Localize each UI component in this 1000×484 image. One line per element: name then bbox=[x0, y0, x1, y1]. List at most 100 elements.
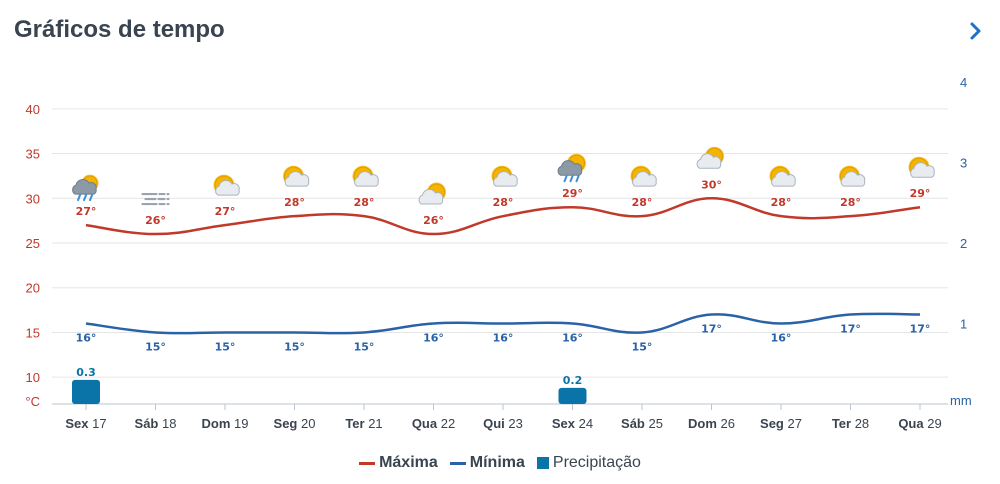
y-right-unit: mm bbox=[950, 393, 972, 408]
x-tick-label: Dom 19 bbox=[202, 416, 249, 431]
max-temp-label: 28° bbox=[632, 196, 653, 209]
x-tick-label: Sex 17 bbox=[65, 416, 106, 431]
min-temp-label: 15° bbox=[284, 340, 305, 353]
rain-drop bbox=[83, 194, 87, 202]
precipitation-bar bbox=[72, 379, 100, 404]
y-right-tick-label: 1 bbox=[960, 317, 967, 332]
cloud-shape bbox=[72, 179, 97, 195]
cloud-shape bbox=[632, 171, 657, 187]
partly-sunny-icon bbox=[491, 165, 518, 187]
max-temp-label: 28° bbox=[771, 196, 792, 209]
partly-sunny-icon bbox=[769, 165, 796, 187]
y-left-tick-label: 10 bbox=[26, 370, 40, 385]
legend-box-swatch bbox=[536, 457, 549, 469]
fog-icon bbox=[141, 192, 170, 206]
max-temp-label: 30° bbox=[701, 178, 722, 191]
x-tick-label: Qua 22 bbox=[412, 416, 455, 431]
min-temp-label: 16° bbox=[493, 332, 514, 345]
max-temp-label: 26° bbox=[145, 214, 166, 227]
min-temp-label: 17° bbox=[840, 323, 861, 336]
cloud-shape bbox=[840, 171, 866, 187]
x-tick-label: Qua 29 bbox=[898, 416, 941, 431]
rain-cloud-icon bbox=[72, 174, 99, 202]
sun-rain-icon bbox=[557, 153, 586, 183]
x-tick-label: Seg 27 bbox=[760, 416, 802, 431]
y-right-tick-label: 3 bbox=[960, 156, 967, 171]
legend-label: Mínima bbox=[469, 454, 525, 471]
precipitation-data-label: 0.3 bbox=[76, 366, 96, 379]
max-temp-label: 28° bbox=[284, 196, 305, 209]
cloud-shape bbox=[284, 171, 310, 187]
min-temp-label: 16° bbox=[771, 332, 792, 345]
chart-legend: Máxima Mínima Precipitação bbox=[0, 454, 1000, 472]
rain-drop bbox=[89, 194, 93, 202]
rain-drop bbox=[575, 175, 580, 183]
cloud-shape bbox=[557, 160, 583, 176]
partly-sunny-icon bbox=[213, 174, 240, 196]
rain-drop bbox=[569, 175, 574, 183]
max-temp-label: 29° bbox=[562, 187, 583, 200]
y-left-tick-label: 40 bbox=[26, 102, 40, 117]
min-temp-label: 16° bbox=[423, 332, 444, 345]
cloud-shape bbox=[771, 171, 796, 187]
rain-drop bbox=[563, 175, 568, 183]
max-temp-label: 28° bbox=[493, 196, 514, 209]
x-tick-label: Seg 20 bbox=[274, 416, 316, 431]
max-temp-label: 28° bbox=[840, 196, 861, 209]
partly-sunny-icon bbox=[630, 165, 657, 187]
weather-chart: 10 15 20 25 30 35 40 °C 1 2 3 4 mm Sex 17 Sáb 18 Dom 19… bbox=[25, 75, 972, 431]
min-temp-label: 15° bbox=[354, 340, 375, 353]
y-left-unit: °C bbox=[25, 394, 40, 409]
x-tick-label: Sáb 25 bbox=[621, 416, 663, 431]
cloud-shape bbox=[215, 180, 240, 196]
x-tick-label: Ter 21 bbox=[345, 416, 382, 431]
partly-sunny-icon bbox=[352, 165, 379, 187]
precipitation-bar bbox=[558, 387, 587, 404]
legend-line-swatch bbox=[359, 461, 376, 465]
cloud-shape bbox=[418, 189, 444, 205]
rain-drop bbox=[77, 194, 81, 202]
sun-behind-cloud-icon bbox=[418, 182, 446, 205]
cloud-shape bbox=[696, 153, 722, 169]
x-tick-label: Qui 23 bbox=[483, 416, 523, 431]
min-temp-label: 16° bbox=[76, 332, 97, 345]
x-tick-label: Sáb 18 bbox=[135, 416, 177, 431]
y-left-tick-label: 30 bbox=[26, 191, 40, 206]
max-temp-label: 29° bbox=[910, 187, 931, 200]
cloud-shape bbox=[493, 171, 518, 187]
max-temp-label: 28° bbox=[354, 196, 375, 209]
precipitation-data-label: 0.2 bbox=[563, 374, 583, 387]
x-tick-label: Sex 24 bbox=[552, 416, 593, 431]
min-temp-label: 17° bbox=[701, 323, 722, 336]
legend-item[interactable]: Mínima bbox=[449, 454, 525, 472]
max-temp-label: 27° bbox=[76, 205, 97, 218]
min-temp-label: 16° bbox=[562, 332, 583, 345]
max-temp-label: 27° bbox=[215, 205, 236, 218]
x-tick-label: Dom 26 bbox=[688, 416, 735, 431]
y-left-tick-label: 15 bbox=[26, 325, 40, 340]
partly-sunny-icon bbox=[908, 156, 935, 178]
min-temp-label: 17° bbox=[910, 323, 931, 336]
min-temp-label: 15° bbox=[145, 340, 166, 353]
min-temp-label: 15° bbox=[215, 340, 236, 353]
sun-behind-cloud-icon bbox=[696, 146, 724, 169]
page-title: Gráficos de tempo bbox=[14, 16, 225, 43]
legend-label: Precipitação bbox=[552, 454, 641, 471]
legend-item[interactable]: Máxima bbox=[359, 454, 438, 472]
max-temp-label: 26° bbox=[423, 214, 444, 227]
cloud-shape bbox=[354, 171, 379, 187]
partly-sunny-icon bbox=[839, 165, 866, 187]
legend-line-swatch bbox=[449, 461, 466, 465]
y-left-tick-label: 35 bbox=[26, 147, 40, 162]
y-left-tick-label: 25 bbox=[26, 236, 40, 251]
x-tick-label: Ter 28 bbox=[832, 416, 869, 431]
y-right-tick-label: 4 bbox=[960, 75, 967, 90]
cloud-shape bbox=[910, 162, 935, 178]
min-temp-label: 15° bbox=[632, 340, 653, 353]
partly-sunny-icon bbox=[283, 165, 310, 187]
chevron-right-icon[interactable] bbox=[964, 20, 986, 42]
legend-label: Máxima bbox=[379, 454, 438, 471]
legend-item[interactable]: Precipitação bbox=[536, 454, 641, 472]
y-right-tick-label: 2 bbox=[960, 236, 967, 251]
